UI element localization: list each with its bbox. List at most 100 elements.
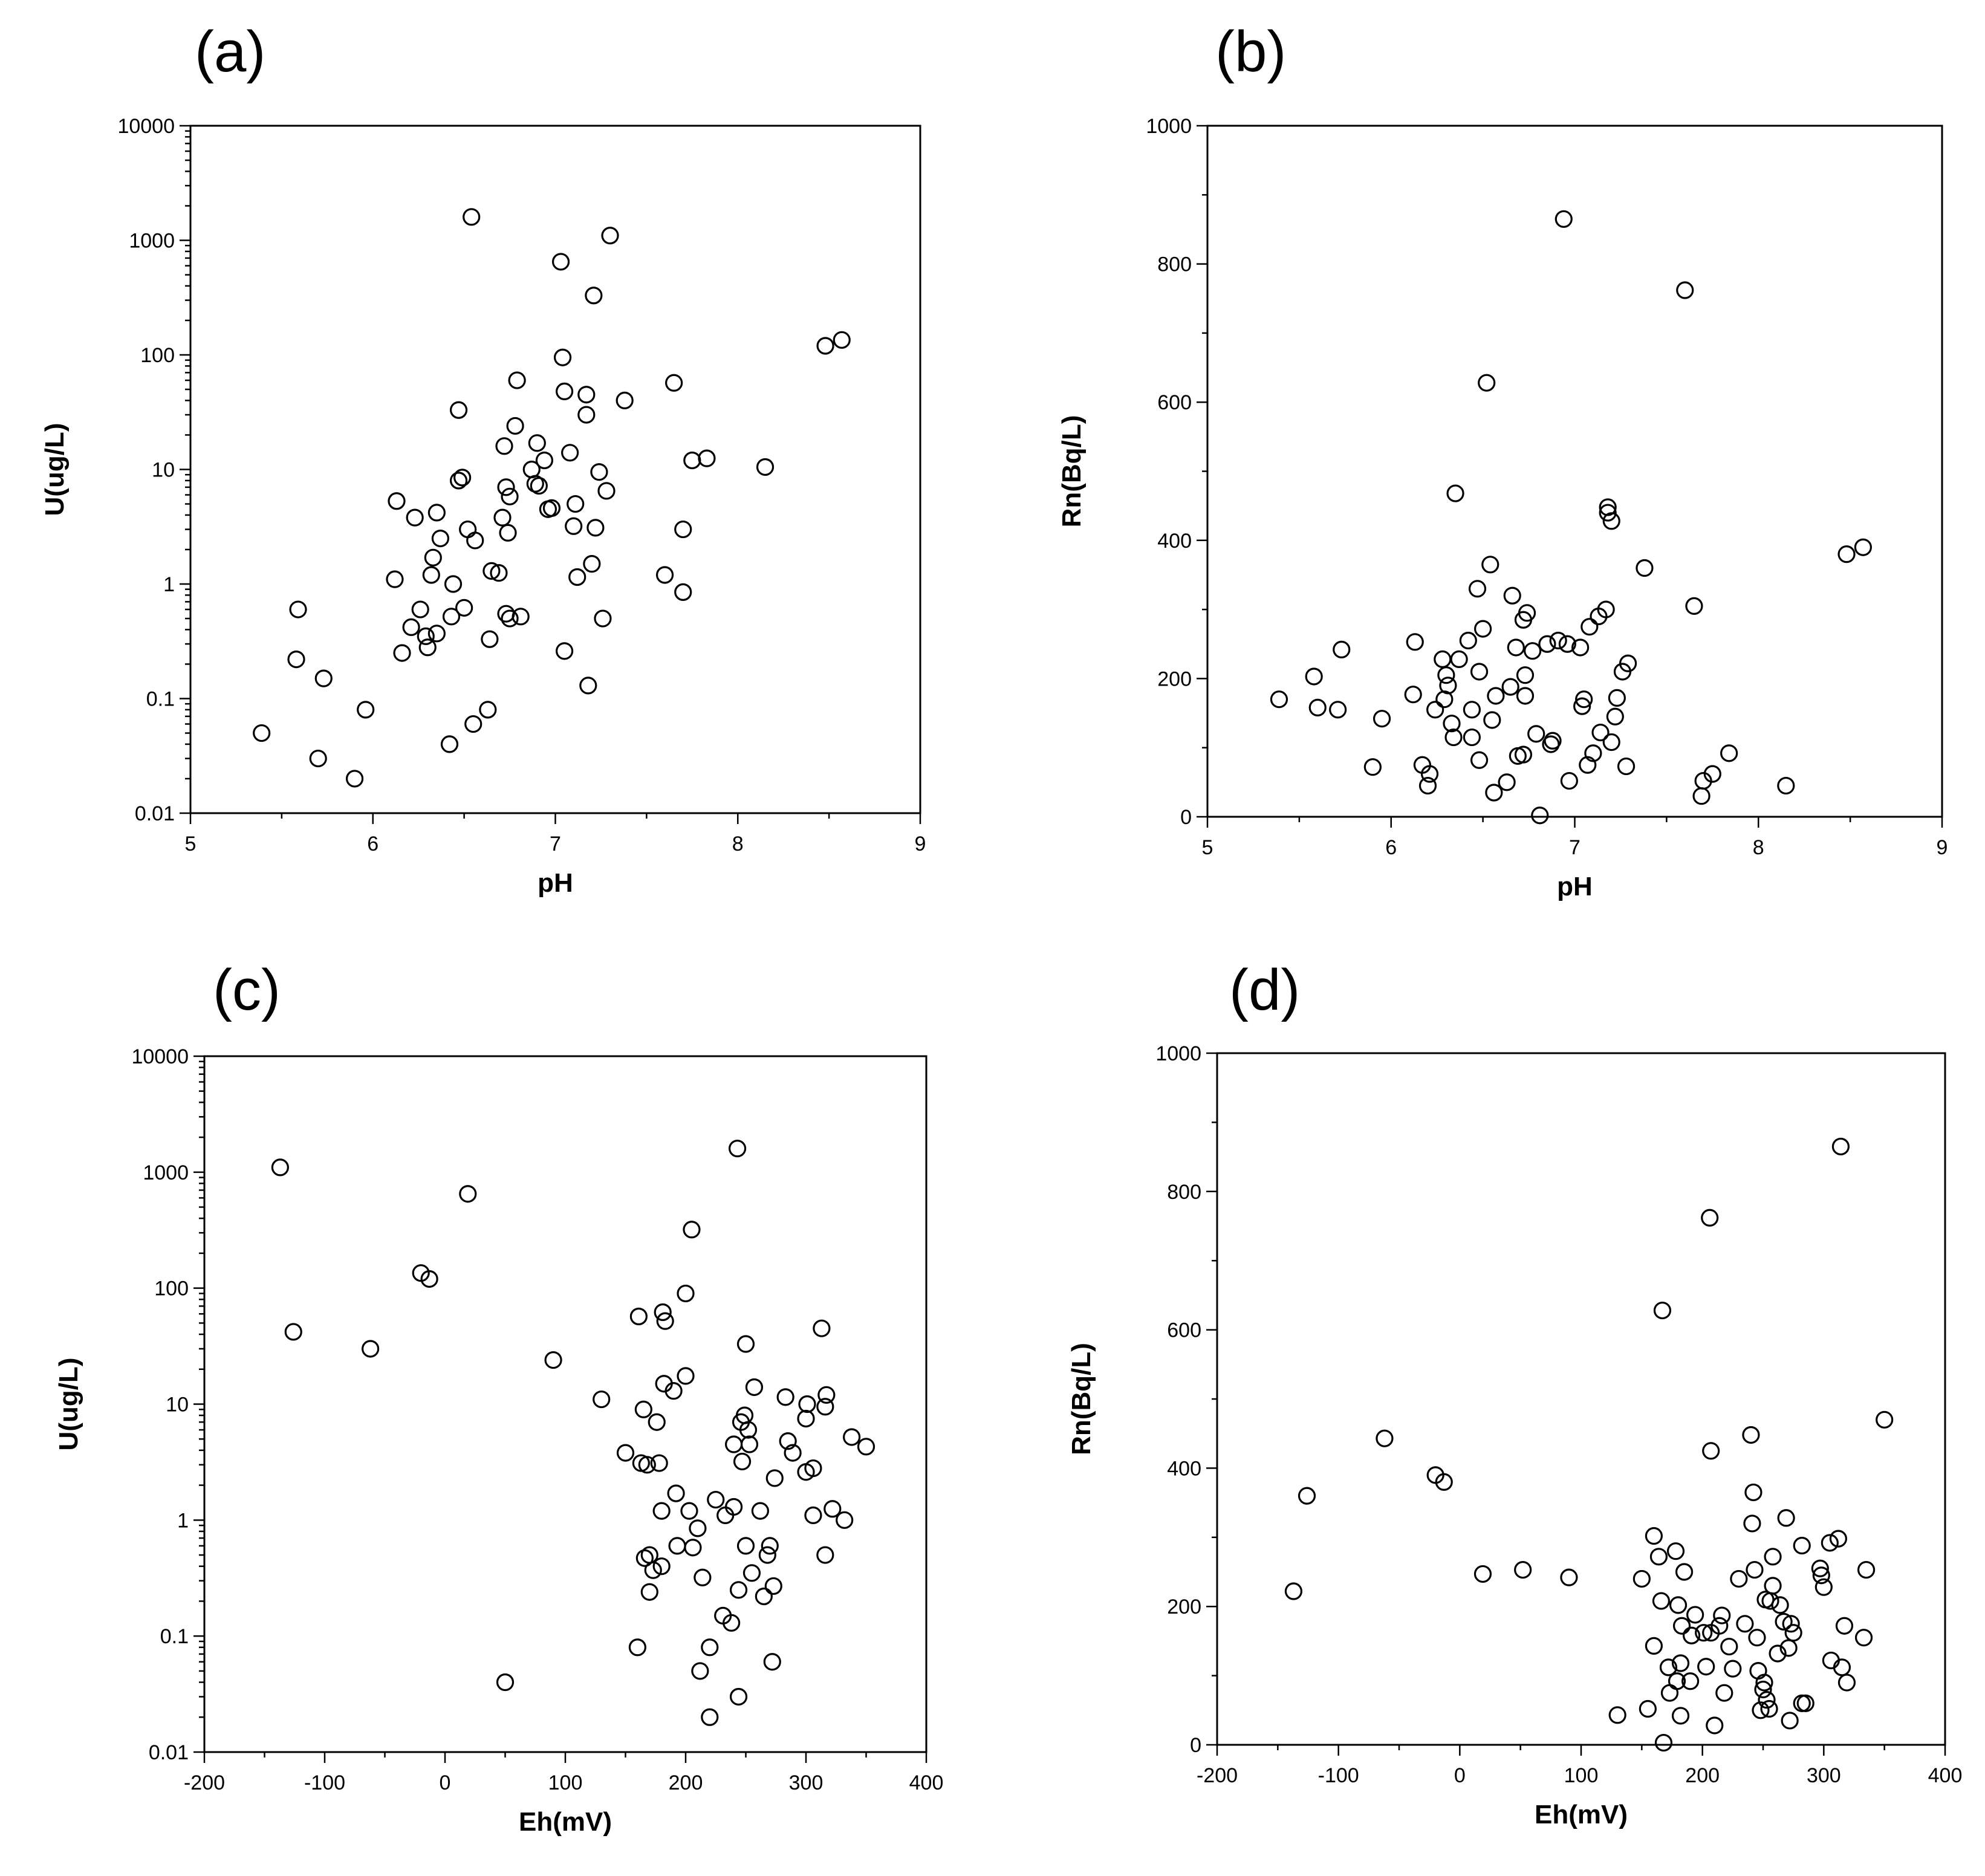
panel-b-data-point <box>1305 667 1323 686</box>
panel-b-data-point <box>1579 756 1597 774</box>
panel-b-data-point <box>1558 635 1576 653</box>
panel-d-data-point <box>1764 1548 1782 1566</box>
panel-a-data-point <box>816 337 834 355</box>
panel-a-data-point <box>594 609 612 628</box>
panel-b-data-point <box>1426 701 1444 719</box>
panel-d-y-tick-label: 0 <box>1190 1734 1201 1757</box>
panel-c-data-point <box>664 1382 683 1400</box>
panel-a-data-point <box>583 555 601 573</box>
panel-c-data-point <box>813 1319 831 1337</box>
panel-a-data-point <box>406 508 424 527</box>
panel-c-data-point <box>689 1519 707 1537</box>
panel-d-data-point <box>1752 1701 1770 1719</box>
panel-c-data-point <box>739 1421 758 1439</box>
panel-a-data-point <box>585 287 603 305</box>
panel-b-data-point <box>1591 723 1610 742</box>
panel-c-data-point <box>804 1506 822 1524</box>
panel-d-data-point <box>1771 1596 1789 1614</box>
panel-b-y-tick-label: 800 <box>1157 253 1192 276</box>
panel-b-data-point <box>1483 711 1501 729</box>
panel-d-data-point <box>1793 1536 1811 1555</box>
panel-c-data-point <box>284 1323 302 1341</box>
panel-d-x-tick-label: 100 <box>1564 1764 1599 1787</box>
panel-b-data-point <box>1720 744 1738 762</box>
panel-c-data-point <box>667 1484 685 1502</box>
panel-b-y-tick-label: 1000 <box>1146 115 1192 138</box>
panel-c-data-point <box>758 1546 776 1564</box>
panel-b-data-point <box>1463 728 1481 747</box>
panel-a-y-tick-label: 0.01 <box>135 802 175 825</box>
panel-d-data-point <box>1284 1582 1303 1600</box>
panel-b-data-point <box>1446 484 1464 502</box>
panel-d-data-point <box>1697 1658 1715 1676</box>
panel-b-data-point <box>1685 597 1703 615</box>
panel-a-y-tick-label: 10 <box>152 459 175 482</box>
panel-a-data-point <box>431 529 449 548</box>
panel-a-x-axis-title: pH <box>538 868 573 898</box>
panel-a-data-point <box>579 677 597 695</box>
panel-d-data-point <box>1744 1483 1762 1502</box>
panel-d-data-point <box>1736 1615 1754 1633</box>
panel-a-data-point <box>555 642 574 660</box>
panel-a-data-point <box>495 437 513 455</box>
panel-a-data-point <box>526 475 544 493</box>
panel-a-data-point <box>508 371 526 389</box>
panel-b-data-point <box>1270 690 1288 709</box>
panel-a-data-point <box>833 331 851 349</box>
panel-b-data-point <box>1363 758 1382 776</box>
panel-b-x-tick-label: 6 <box>1385 836 1397 859</box>
panel-c-data-point <box>816 1398 834 1416</box>
panel-b-x-tick-label: 7 <box>1569 836 1581 859</box>
panel-d-y-tick-label: 200 <box>1167 1595 1201 1618</box>
panel-d-y-tick-label: 400 <box>1167 1457 1201 1480</box>
panel-a-data-point <box>386 570 404 588</box>
panel-d-data-point <box>1659 1658 1678 1676</box>
panel-b-y-axis-title: Rn(Bq/L) <box>1057 415 1087 528</box>
panel-a-x-tick-label: 7 <box>550 833 561 855</box>
panel-a-data-point <box>551 253 570 271</box>
panel-a: (a) 0.01 0.1 1 10 100 1000 10000 5 6 7 8 9 pH U(ug/L) <box>40 19 926 898</box>
panel-d-data-point <box>1645 1637 1663 1655</box>
panel-a-data-point <box>449 401 468 419</box>
panel-d-data-point <box>1769 1644 1787 1663</box>
panel-a-data-point <box>577 406 596 424</box>
panel-b-data-point <box>1329 701 1347 719</box>
panel-c-x-tick-label: 100 <box>548 1771 583 1794</box>
panel-c-x-tick-label: 0 <box>440 1771 451 1794</box>
panel-c-data-point <box>751 1502 769 1520</box>
panel-c-data-point <box>776 1388 794 1406</box>
panel-a-data-point <box>444 575 463 593</box>
panel-a-y-tick-label: 1000 <box>129 230 175 253</box>
panel-d-y-tick-label: 600 <box>1167 1319 1201 1342</box>
panel-d-data-point <box>1710 1617 1729 1635</box>
panel-c-data-point <box>729 1687 748 1706</box>
panel-c-data-point <box>701 1638 719 1657</box>
panel-d-y-tick-label: 1000 <box>1155 1042 1201 1065</box>
panel-b-x-axis-title: pH <box>1557 872 1593 901</box>
panel-a-data-point <box>506 417 524 435</box>
panel-d-data-point <box>1748 1629 1766 1647</box>
panel-b-data-point <box>1437 666 1455 684</box>
panel-c-data-point <box>755 1587 773 1606</box>
panel-a-data-point <box>388 492 406 510</box>
panel-a-data-point <box>561 444 579 462</box>
panel-c-data-point <box>733 1452 752 1471</box>
panel-c-data-point <box>656 1312 674 1330</box>
panel-c-data-point <box>271 1158 289 1177</box>
panel-a-data-point <box>442 608 461 626</box>
panel-b-data-point <box>1485 784 1503 802</box>
panel-d-data-point <box>1782 1615 1800 1633</box>
panel-a-data-point <box>482 562 501 580</box>
panel-c-data-point <box>824 1500 842 1518</box>
panel-a-data-point <box>528 434 546 452</box>
panel-d-data-point <box>1743 1514 1761 1533</box>
panel-c-data-point <box>644 1561 662 1579</box>
panel-c-data-point <box>729 1581 748 1599</box>
panel-d-data-point <box>1760 1699 1778 1718</box>
panel-b-data-point <box>1444 728 1463 747</box>
panel-d-data-point <box>1683 1626 1701 1644</box>
panel-d-data-point <box>1758 1691 1776 1709</box>
panel-b-data-point <box>1619 654 1637 672</box>
panel-d-data-point <box>1706 1716 1724 1735</box>
panel-c-data-point <box>707 1490 725 1509</box>
